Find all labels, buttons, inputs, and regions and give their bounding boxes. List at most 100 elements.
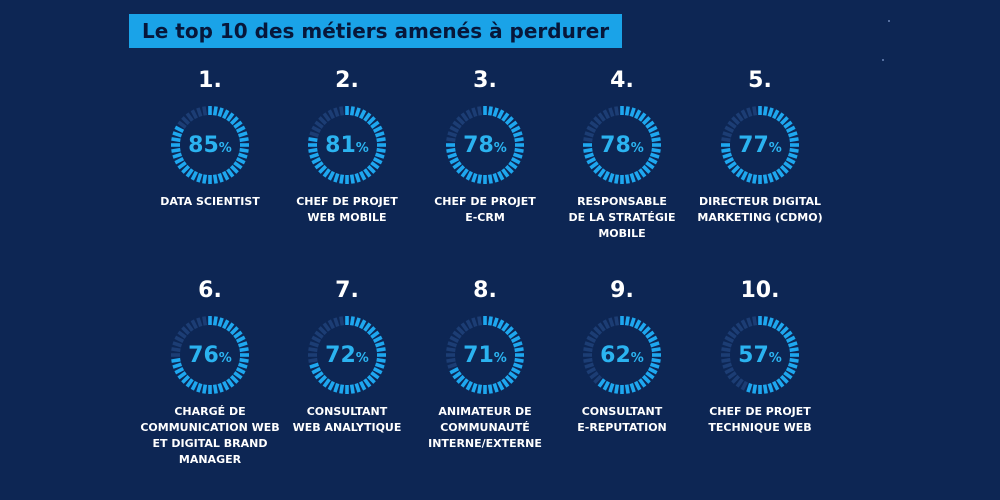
percent-sign: %	[768, 140, 782, 156]
gauge-segment-filled	[651, 147, 661, 153]
gauge-segment-filled	[185, 168, 194, 178]
gauge-segment-filled	[349, 316, 355, 326]
gauge-segment-filled	[172, 152, 183, 159]
gauge-segment-filled	[501, 112, 510, 122]
rank-number: 6.	[198, 278, 222, 303]
gauge-segment-filled	[608, 382, 615, 393]
rank-number: 5.	[748, 68, 772, 93]
gauge-segment-empty	[597, 112, 606, 122]
gauge-segment-filled	[762, 174, 768, 184]
gauge-segment-filled	[370, 161, 380, 170]
gauge-segment-empty	[721, 137, 731, 143]
gauge-segment-filled	[374, 131, 385, 138]
gauge-segment-empty	[333, 317, 340, 328]
gauge-segment-filled	[239, 347, 249, 353]
gauge-segment-filled	[487, 316, 493, 326]
gauge-segment-filled	[366, 326, 376, 336]
gauge-segment-filled	[237, 341, 248, 348]
job-title-label: CHEF DE PROJET WEB MOBILE	[296, 195, 398, 224]
gauge-segment-filled	[641, 116, 651, 126]
gauge-segment-filled	[308, 147, 318, 153]
gauge-segment-filled	[333, 172, 340, 183]
gauge-segment-filled	[645, 371, 655, 380]
gauge-segment-empty	[727, 371, 737, 380]
gauge-segment-filled	[349, 106, 355, 116]
percent-value: 81%	[307, 105, 387, 185]
gauge-segment-filled	[789, 357, 799, 363]
job-title-label: ANIMATEUR DE COMMUNAUTÉ INTERNE/EXTERNE	[428, 405, 542, 450]
rank-number: 1.	[198, 68, 222, 93]
gauge-segment-filled	[185, 378, 194, 388]
gauge-segment-filled	[634, 380, 642, 391]
gauge-segment-empty	[311, 335, 322, 343]
gauge-segment-empty	[446, 137, 456, 143]
gauge-segment-filled	[174, 157, 185, 165]
gauge-card: 5. 77% DIRECTEUR DIGITAL MARKETING (CDMO)	[685, 68, 835, 268]
gauge-segment-empty	[589, 371, 599, 380]
gauge-segment-filled	[776, 322, 785, 332]
gauge-segment-filled	[233, 120, 243, 129]
gauge-segment-filled	[339, 174, 345, 184]
gauge-segment-filled	[492, 382, 499, 393]
gauge-segment-filled	[629, 107, 636, 118]
progress-ring	[446, 316, 524, 394]
gauge-segment-filled	[235, 367, 246, 375]
percent-value: 71%	[445, 315, 525, 395]
rank-number: 8.	[473, 278, 497, 303]
gauge-segment-filled	[322, 378, 331, 388]
gauge-segment-filled	[456, 374, 466, 384]
gauge-segment-filled	[634, 170, 642, 181]
gauge-segment-filled	[597, 378, 606, 388]
gauge-segment-filled	[647, 125, 658, 133]
gauge-segment-empty	[608, 107, 615, 118]
gauge-segment-filled	[789, 137, 799, 143]
gauge-segment-filled	[649, 152, 660, 159]
rank-number: 3.	[473, 68, 497, 93]
gauge-segment-filled	[212, 384, 218, 394]
gauge-segment-empty	[740, 380, 748, 391]
gauge-segment-filled	[190, 380, 198, 391]
gauge-segment-empty	[735, 112, 744, 122]
gauge-segment-empty	[456, 326, 466, 336]
gauge-segment-filled	[229, 326, 239, 336]
gauge-segment-empty	[727, 330, 737, 339]
gauge-segment-filled	[645, 330, 655, 339]
gauge-segment-empty	[597, 322, 606, 332]
gauge-segment-filled	[647, 367, 658, 375]
percent-number: 57	[738, 342, 769, 368]
gauge-segment-filled	[465, 380, 473, 391]
gauge-segment-filled	[477, 384, 483, 394]
gauge-segment-filled	[651, 357, 661, 363]
gauge-card: 6. 76% CHARGÉ DE COMMUNICATION WEB ET DIGI…	[135, 278, 285, 478]
gauge-segment-empty	[181, 116, 191, 126]
gauge-segment-filled	[651, 347, 661, 353]
gauge-segment-empty	[584, 341, 595, 348]
gauge-segment-empty	[724, 335, 735, 343]
gauge-segment-empty	[722, 341, 733, 348]
gauge-segment-filled	[212, 106, 218, 116]
gauge-segment-filled	[202, 384, 208, 394]
gauge-segment-filled	[363, 112, 372, 122]
gauge-segment-filled	[787, 362, 798, 369]
gauge-segment-empty	[447, 341, 458, 348]
gauge-segment-filled	[649, 131, 660, 138]
gauge-segment-filled	[370, 120, 380, 129]
gauge-segment-empty	[311, 125, 322, 133]
gauge-segment-filled	[217, 172, 224, 183]
gauge-segment-empty	[190, 109, 198, 120]
gauge-segment-filled	[772, 170, 780, 181]
gauge-segment-filled	[172, 131, 183, 138]
gauge-segment-filled	[504, 164, 514, 174]
gauge-segment-filled	[235, 125, 246, 133]
gauge-segment-filled	[783, 161, 793, 170]
percent-number: 78	[600, 132, 631, 158]
gauge-segment-empty	[196, 317, 203, 328]
gauge-segment-filled	[233, 161, 243, 170]
gauge-segment-filled	[624, 316, 630, 326]
gauge-segment-empty	[589, 120, 599, 129]
gauge-segment-filled	[217, 382, 224, 393]
gauge-segment-filled	[779, 164, 789, 174]
gauge-segment-filled	[174, 125, 185, 133]
gauge-segment-empty	[171, 347, 181, 353]
gauge-segment-empty	[327, 319, 335, 330]
